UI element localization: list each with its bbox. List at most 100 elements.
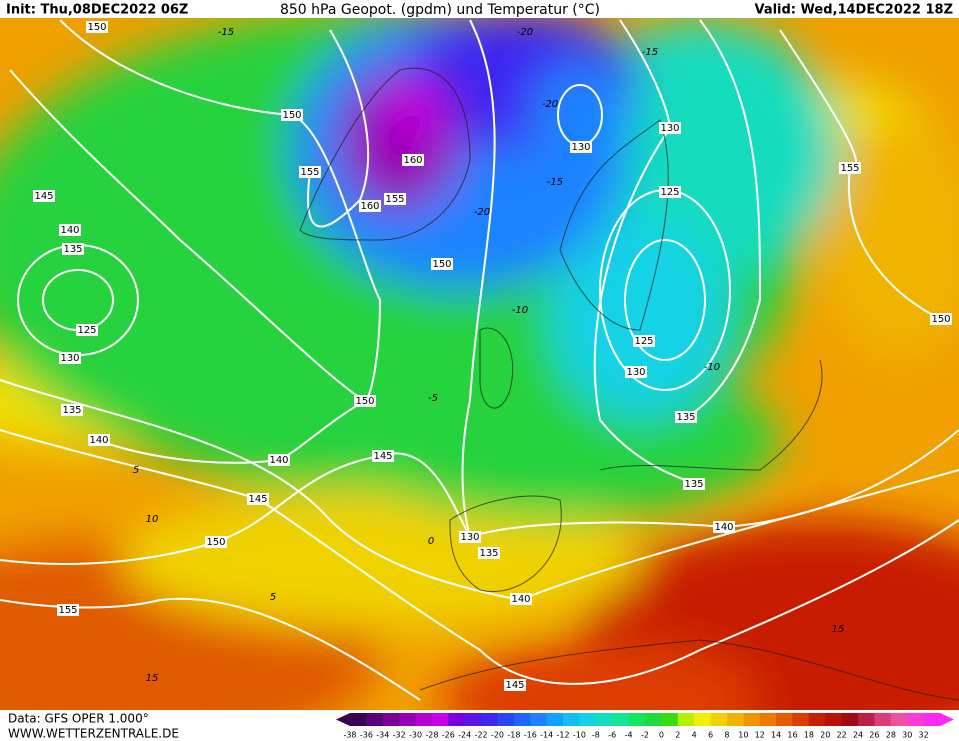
contour-label-box xyxy=(88,434,110,446)
contour-label-box xyxy=(504,679,526,691)
temperature-label: -20 xyxy=(517,27,533,38)
temperature-label: -15 xyxy=(642,47,658,58)
contour-label: 135 xyxy=(63,244,82,255)
contour-label-box xyxy=(384,193,406,205)
colorbar-label: 2 xyxy=(675,731,680,740)
contour-label-box xyxy=(299,166,321,178)
contour-label: 125 xyxy=(634,336,653,347)
contour-label-box xyxy=(839,162,861,174)
colorbar-label: -6 xyxy=(608,731,616,740)
contour-label: 135 xyxy=(676,412,695,423)
contour-label: 145 xyxy=(373,451,392,462)
temperature-label: -10 xyxy=(704,362,720,373)
contour-label-box xyxy=(930,313,952,325)
contour-label-box xyxy=(713,521,735,533)
colorbar-swatch xyxy=(726,713,744,726)
colorbar-swatch xyxy=(661,713,679,726)
contour-label-box xyxy=(459,531,481,543)
contour-label: 140 xyxy=(269,455,288,466)
colorbar-swatch xyxy=(431,713,449,726)
contour-label: 155 xyxy=(58,605,77,616)
colorbar-swatch xyxy=(677,713,695,726)
contour-label: 140 xyxy=(511,594,530,605)
contour-label-box xyxy=(57,604,79,616)
map-title: 850 hPa Geopot. (gpdm) und Temperatur (°… xyxy=(280,2,600,18)
colorbar-swatch xyxy=(776,713,793,726)
colorbar-label: -14 xyxy=(540,731,553,740)
colorbar-swatch xyxy=(710,713,728,726)
colorbar-label: -36 xyxy=(360,731,373,740)
contour-label: 140 xyxy=(714,522,733,533)
contour-label-box xyxy=(675,411,697,423)
contour-label: 140 xyxy=(60,225,79,236)
temperature-label: 15 xyxy=(146,673,159,684)
contour-label: 150 xyxy=(87,22,106,33)
coastlines xyxy=(299,67,959,701)
contour-label-box xyxy=(625,366,647,378)
contour-label: 150 xyxy=(282,110,301,121)
colorbar-label: -38 xyxy=(343,731,356,740)
website: WWW.WETTERZENTRALE.DE xyxy=(8,727,179,741)
colorbar-swatch xyxy=(907,713,925,726)
contour-label: 140 xyxy=(89,435,108,446)
colorbar-label: 32 xyxy=(919,731,929,740)
contour-label-box xyxy=(61,404,83,416)
colorbar-label: -24 xyxy=(458,731,471,740)
temperature-label: 5 xyxy=(270,592,276,603)
contour-labels: 1501501551601551601501451401351251301351… xyxy=(33,21,952,691)
colorbar-swatch xyxy=(350,713,367,726)
colorbar-swatch xyxy=(743,713,761,726)
contour-label-box xyxy=(402,154,424,166)
contour-label-box xyxy=(268,454,290,466)
colorbar-swatch xyxy=(808,713,826,726)
colorbar-swatch xyxy=(497,713,515,726)
colorbar-label: 10 xyxy=(738,731,748,740)
contour-label: 135 xyxy=(62,405,81,416)
colorbar-label: 12 xyxy=(755,731,765,740)
contour-label-box xyxy=(247,493,269,505)
colorbar-label: -12 xyxy=(557,731,570,740)
colorbar-label: 24 xyxy=(853,731,863,740)
colorbar-swatch xyxy=(825,713,843,726)
contour-label-box xyxy=(431,258,453,270)
colorbar-swatch xyxy=(792,713,810,726)
colorbar-label: -8 xyxy=(592,731,600,740)
colorbar-swatch xyxy=(382,713,400,726)
colorbar-swatch xyxy=(874,713,892,726)
contour-label: 150 xyxy=(206,537,225,548)
colorbar-high-end xyxy=(940,713,954,726)
colorbar-swatch xyxy=(923,713,941,726)
contour-label-box xyxy=(633,335,655,347)
temperature-label: 5 xyxy=(133,465,139,476)
colorbar-swatch xyxy=(628,713,646,726)
contour-label-box xyxy=(59,352,81,364)
colorbar-label: -22 xyxy=(475,731,488,740)
contour-label: 155 xyxy=(840,163,859,174)
colorbar-low-end xyxy=(336,713,350,726)
contour-label-box xyxy=(570,141,592,153)
colorbar-swatch xyxy=(464,713,482,726)
contour-label: 130 xyxy=(460,532,479,543)
contour-label: 150 xyxy=(931,314,950,325)
colorbar-label: 28 xyxy=(886,731,896,740)
colorbar-swatch xyxy=(890,713,908,726)
colorbar-swatch xyxy=(546,713,564,726)
colorbar-swatch xyxy=(759,713,777,726)
contour-label: 125 xyxy=(660,187,679,198)
contour-label: 155 xyxy=(300,167,319,178)
colorbar-label: 26 xyxy=(869,731,879,740)
valid-time: Valid: Wed,14DEC2022 18Z xyxy=(754,3,953,18)
temperature-label: -10 xyxy=(512,305,528,316)
colorbar-swatch xyxy=(399,713,417,726)
header-bar xyxy=(0,0,959,18)
contour-label: 130 xyxy=(626,367,645,378)
temperature-label: 15 xyxy=(832,624,845,635)
colorbar-swatch xyxy=(513,713,531,726)
colorbar-label: -16 xyxy=(524,731,537,740)
colorbar-label: 14 xyxy=(771,731,781,740)
contour-label-box xyxy=(478,547,500,559)
data-source: Data: GFS OPER 1.000° xyxy=(8,712,149,726)
contour-label-box xyxy=(683,478,705,490)
